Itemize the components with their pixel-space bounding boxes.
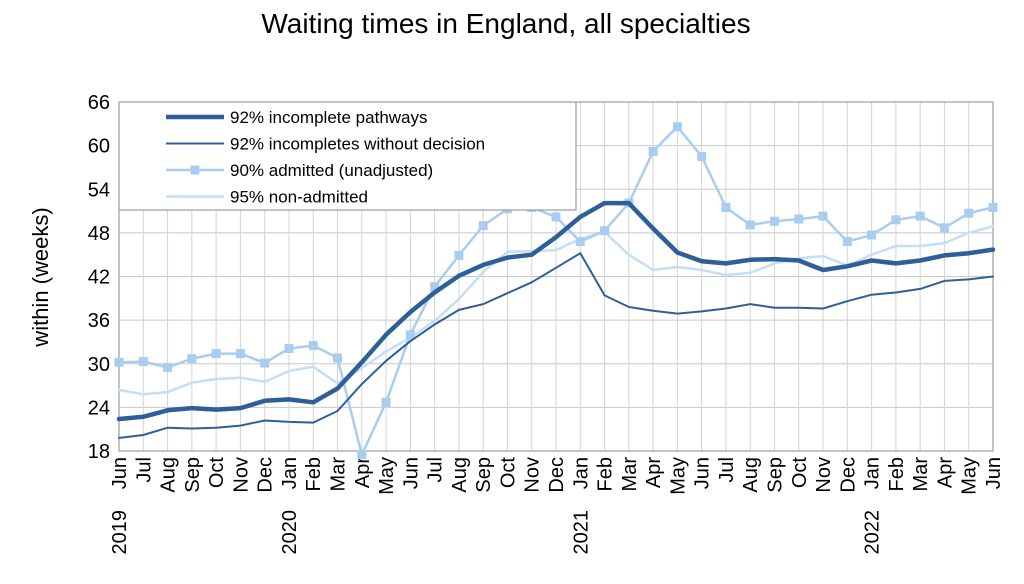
- x-tick-label: Aug: [449, 457, 471, 493]
- data-point-marker: [381, 397, 391, 407]
- data-point-marker: [357, 450, 367, 460]
- series-line-2: [118, 252, 994, 439]
- data-point-marker: [308, 341, 318, 351]
- x-year-label: 2020: [279, 510, 301, 555]
- data-point-marker: [600, 226, 610, 236]
- x-tick-label: Mar: [619, 457, 641, 492]
- data-point-marker: [964, 208, 974, 218]
- data-point-marker: [478, 221, 488, 231]
- x-tick-label: Dec: [837, 457, 859, 493]
- legend: 92% incomplete pathways 92% incompletes w…: [118, 101, 577, 211]
- x-tick-label: Oct: [497, 457, 519, 489]
- x-tick-label: May: [667, 457, 689, 495]
- data-point-marker: [454, 250, 464, 260]
- data-point-marker: [697, 152, 707, 162]
- x-tick-label: Nov: [230, 457, 252, 493]
- x-tick-label: Aug: [740, 457, 762, 493]
- y-tick-label: 60: [88, 136, 110, 158]
- y-axis: 18 24 30 36 42 48 54 60 66: [88, 92, 110, 463]
- data-point-marker: [818, 211, 828, 221]
- x-tick-label: Jan: [862, 457, 884, 489]
- data-point-marker: [891, 215, 901, 225]
- x-tick-label: Dec: [255, 457, 277, 493]
- data-point-marker: [672, 122, 682, 132]
- data-point-marker: [988, 202, 998, 212]
- x-tick-label: Feb: [595, 457, 617, 491]
- x-tick-label: Oct: [789, 457, 811, 489]
- y-tick-label: 42: [88, 267, 110, 289]
- y-tick-label: 24: [88, 397, 110, 419]
- data-point-marker: [211, 349, 221, 359]
- x-axis: Jun Jul Aug Sep Oct Nov Dec Jan Feb Mar Apr May Jun J…: [109, 457, 1005, 555]
- data-point-marker: [745, 220, 755, 230]
- legend-marker: [190, 165, 200, 175]
- x-tick-label: Feb: [886, 457, 908, 491]
- y-tick-label: 66: [88, 92, 110, 114]
- chart-title: Waiting times in England, all specialtie…: [261, 8, 750, 39]
- x-tick-label: Jan: [279, 457, 301, 489]
- x-tick-label: Feb: [303, 457, 325, 491]
- x-tick-label: Jun: [983, 457, 1005, 489]
- x-tick-label: Jun: [400, 457, 422, 489]
- data-point-marker: [770, 216, 779, 226]
- y-tick-label: 30: [88, 354, 110, 376]
- x-tick-label: Jun: [692, 457, 714, 489]
- data-point-marker: [187, 354, 197, 364]
- x-year-label: 2019: [109, 510, 131, 555]
- legend-label: 92% incompletes without decision: [230, 135, 485, 154]
- data-point-marker: [138, 357, 148, 367]
- x-year-label: 2021: [570, 510, 592, 555]
- x-tick-label: Apr: [643, 457, 665, 488]
- data-point-marker: [333, 353, 342, 363]
- data-point-marker: [867, 230, 877, 240]
- x-tick-label: Mar: [910, 457, 932, 492]
- data-point-marker: [405, 330, 415, 340]
- x-tick-label: Apr: [934, 457, 956, 488]
- x-tick-label: Aug: [158, 457, 180, 493]
- data-point-marker: [794, 214, 804, 224]
- legend-label: 90% admitted (unadjusted): [230, 161, 433, 180]
- series-lines: [114, 122, 998, 460]
- data-point-marker: [551, 212, 561, 222]
- y-tick-label: 48: [88, 223, 110, 245]
- data-point-marker: [939, 223, 949, 233]
- data-point-marker: [114, 357, 124, 367]
- data-point-marker: [430, 282, 440, 292]
- x-tick-label: Jul: [425, 457, 447, 483]
- x-tick-label: Jul: [716, 457, 738, 483]
- x-year-label: 2022: [862, 510, 884, 555]
- y-tick-label: 36: [88, 310, 110, 332]
- x-tick-label: Sep: [182, 457, 204, 493]
- data-point-marker: [648, 146, 658, 156]
- x-tick-label: Mar: [328, 457, 350, 492]
- x-tick-label: Jul: [133, 457, 155, 483]
- series-line-1: [116, 200, 996, 422]
- x-tick-label: May: [376, 457, 398, 495]
- legend-label: 92% incomplete pathways: [230, 108, 428, 127]
- legend-label: 95% non-admitted: [230, 188, 368, 207]
- x-tick-label: Apr: [352, 457, 374, 488]
- data-point-marker: [163, 362, 173, 372]
- data-point-marker: [721, 202, 731, 212]
- x-tick-label: Sep: [765, 457, 787, 493]
- x-tick-label: Oct: [206, 457, 228, 489]
- data-point-marker: [915, 211, 925, 221]
- legend-box: [118, 101, 577, 211]
- data-point-marker: [260, 358, 270, 368]
- data-point-marker: [575, 237, 585, 247]
- x-tick-label: May: [959, 457, 981, 495]
- y-axis-label: within (weeks): [28, 207, 53, 347]
- x-tick-label: Nov: [813, 457, 835, 493]
- x-tick-label: Sep: [473, 457, 495, 493]
- data-point-marker: [284, 343, 294, 353]
- y-tick-label: 54: [88, 179, 110, 201]
- x-tick-label: Nov: [522, 457, 544, 493]
- x-tick-label: Jan: [570, 457, 592, 489]
- data-point-marker: [842, 237, 852, 247]
- data-point-marker: [235, 349, 245, 359]
- y-tick-label: 18: [88, 441, 110, 463]
- x-tick-label: Jun: [109, 457, 131, 489]
- x-tick-label: Dec: [546, 457, 568, 493]
